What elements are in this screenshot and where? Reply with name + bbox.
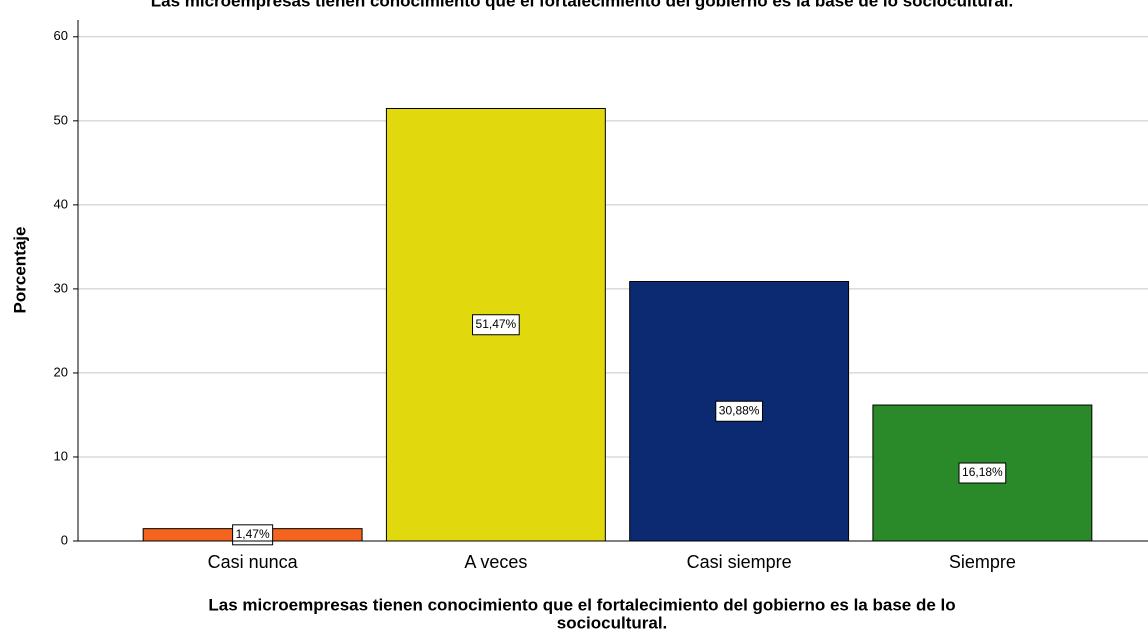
- x-tick-label: Siempre: [949, 552, 1016, 572]
- value-label-box: [958, 462, 1007, 484]
- y-tick-label: 60: [54, 28, 68, 43]
- chart-title: Las microempresas tienen conocimiento qu…: [151, 0, 1014, 10]
- value-label: 1,47%: [236, 527, 270, 541]
- x-tick-label: Casi siempre: [687, 552, 792, 572]
- y-tick-label: 20: [54, 364, 68, 379]
- y-axis-label: Porcentaje: [10, 227, 29, 314]
- value-label-box: [715, 400, 763, 422]
- y-tick-label: 50: [54, 112, 68, 127]
- value-label-box: [472, 314, 520, 336]
- x-tick-label: Casi nunca: [208, 552, 299, 572]
- value-label-box: [232, 524, 274, 546]
- x-tick-label: A veces: [464, 552, 527, 572]
- value-label: 16,18%: [962, 465, 1003, 479]
- y-tick-label: 10: [54, 448, 68, 463]
- x-axis-label: Las microempresas tienen conocimiento qu…: [208, 595, 955, 614]
- y-tick-label: 0: [61, 532, 68, 547]
- x-axis-label: sociocultural.: [557, 613, 668, 632]
- value-label: 30,88%: [719, 403, 760, 417]
- y-tick-label: 30: [54, 280, 68, 295]
- y-tick-label: 40: [54, 196, 68, 211]
- value-label: 51,47%: [476, 317, 517, 331]
